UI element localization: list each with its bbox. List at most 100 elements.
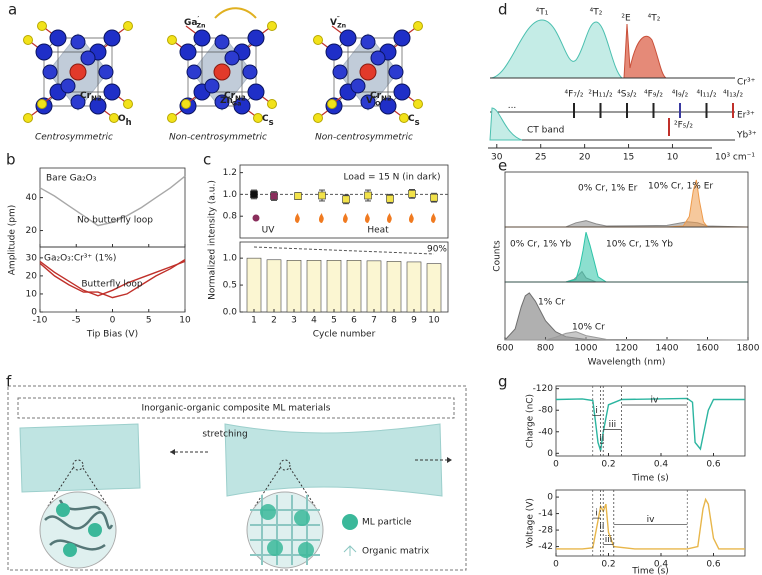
x-tick-label: 1 (251, 316, 257, 326)
d-tick-label: 25 (535, 153, 546, 163)
line-curve (39, 260, 186, 297)
annotation: Load = 15 N (in dark) (344, 173, 441, 183)
bar (366, 260, 382, 313)
panel-label: f (6, 373, 12, 391)
flame-icon (319, 213, 324, 223)
o-atom (413, 99, 423, 109)
x-tick-label: 0.6 (706, 560, 721, 570)
point (364, 191, 372, 200)
bar (286, 260, 302, 313)
bar (346, 260, 362, 313)
label-main: Cr (80, 91, 92, 101)
x-tick-label: -10 (33, 316, 48, 326)
o-atom (267, 99, 277, 109)
ga-atom (360, 94, 376, 110)
y-tick-label: -40 (538, 427, 553, 437)
y-tick-label: 0 (547, 493, 553, 503)
flame-icon (295, 213, 300, 223)
y-tick-label: 1.0 (223, 190, 238, 200)
yb-level-label: ²F₅/₂ (674, 121, 693, 131)
x-tick-label: 7 (371, 316, 377, 326)
er-level-label: ⁴F₉/₂ (644, 90, 663, 100)
point (342, 195, 350, 204)
zn-atom (339, 29, 357, 47)
x-tick-label: 0.4 (654, 560, 669, 570)
o-atom (123, 99, 133, 109)
area-curve (505, 179, 748, 228)
panel-label: b (6, 151, 16, 169)
series-label: 10% Cr (572, 323, 605, 333)
interval-label: i (595, 509, 598, 519)
zoom-circle (246, 491, 324, 569)
y-tick-label: 20 (26, 226, 38, 236)
y-tick-label: 1.2 (223, 168, 237, 178)
trend-arrow (253, 246, 435, 255)
bar (266, 259, 282, 313)
ga-atom (332, 64, 348, 80)
x-tick-label: 5 (331, 316, 337, 326)
x-axis-label: Tip Bias (V) (86, 330, 138, 340)
annotation: Butterfly loop (81, 280, 143, 290)
line-curve (556, 497, 745, 550)
zn-atom (393, 29, 411, 47)
line-curve (39, 175, 186, 227)
bar (406, 261, 422, 313)
o-atom (327, 99, 337, 109)
flame-icon (387, 213, 392, 223)
zn-atom (247, 29, 265, 47)
ml-particle (63, 543, 77, 557)
legend-text: ML particle (362, 518, 412, 528)
x-axis-label: Wavelength (nm) (588, 358, 666, 368)
label-main: Zn (220, 96, 233, 106)
uv-icon (252, 214, 260, 222)
o-atom (37, 21, 47, 31)
er-level-label: ⁴I₉/₂ (672, 90, 689, 100)
o-atom (181, 99, 191, 109)
f-action: stretching (202, 430, 247, 440)
zoom-spot (72, 459, 84, 471)
migration-arrow (214, 7, 257, 19)
y-tick-label: 0 (31, 308, 37, 318)
area-curve (505, 232, 748, 283)
y-axis-label: Normalized intensity (a.u.) (208, 180, 218, 300)
panel-label: d (498, 1, 508, 19)
ga-atom (186, 64, 202, 80)
legend-particle (342, 514, 358, 530)
series-label: 10% Cr, 1% Er (648, 182, 713, 192)
point (430, 193, 438, 202)
y-tick-label: -14 (538, 509, 553, 519)
ga-atom (360, 34, 376, 50)
cr-atom (213, 63, 231, 81)
y-tick-label: 0.0 (223, 308, 238, 318)
plot-frame (555, 385, 746, 457)
label-sup: ′ (233, 93, 235, 100)
label-main: Cr (224, 91, 236, 101)
zn-atom (325, 43, 343, 61)
cr-level: ²E (621, 14, 631, 24)
zn-atom (379, 97, 397, 115)
line-curve (39, 259, 186, 299)
x-tick-label: 0.2 (601, 460, 615, 470)
rich-label: V·· O (366, 93, 381, 107)
rich-label: Zn′ Ga (220, 93, 241, 107)
interval-label: iii (605, 535, 613, 545)
bar (246, 257, 262, 313)
interval-label: iii (609, 420, 617, 430)
d-tick-label: 10 (667, 153, 679, 163)
y-axis-label: Voltage (V) (526, 498, 536, 548)
ellipsis: ··· (508, 104, 517, 114)
x-tick-label: 1200 (615, 344, 638, 354)
rich-label: CrN2 (370, 91, 392, 103)
area-curve (505, 331, 749, 341)
ga-atom (350, 78, 366, 94)
rich-label: CrN2 (80, 91, 102, 103)
panel-label: a (8, 1, 17, 19)
film-stretched (224, 423, 443, 497)
annotation: No butterfly loop (77, 216, 153, 226)
series-label: 1% Cr (538, 298, 565, 308)
zn-atom (179, 43, 197, 61)
point (294, 192, 302, 200)
x-tick-label: 1000 (575, 344, 598, 354)
ct-band-label: CT band (527, 126, 564, 136)
point (318, 191, 326, 200)
